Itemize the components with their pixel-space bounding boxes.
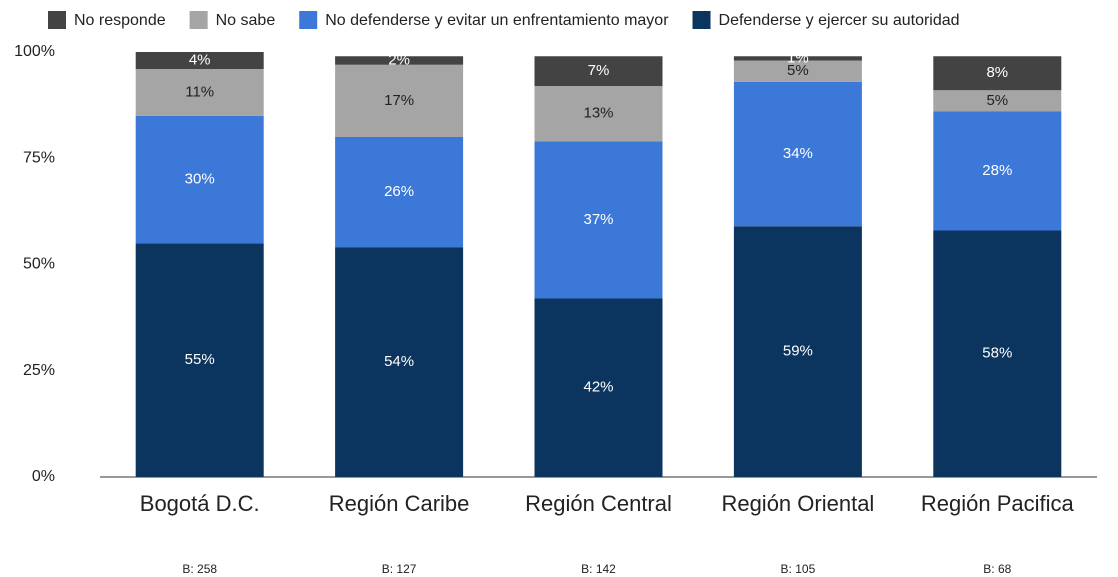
data-label: 5%	[787, 62, 809, 79]
legend-label: No defenderse y evitar un enfrentamiento…	[325, 12, 669, 29]
bar-segment	[534, 56, 663, 86]
data-label: 55%	[185, 351, 215, 368]
data-label: 4%	[189, 51, 211, 68]
bar-segment	[933, 230, 1062, 477]
data-label: 37%	[583, 211, 613, 228]
sample-size: B: 105	[781, 562, 816, 576]
legend-label: No sabe	[216, 12, 276, 29]
bar-segment	[733, 81, 862, 227]
x-tick-label: Región Central	[525, 491, 672, 516]
bar-segment	[135, 69, 264, 116]
x-tick-label: Región Pacifica	[921, 491, 1075, 516]
bar-segment	[335, 56, 464, 65]
data-label: 26%	[384, 183, 414, 200]
bar-segment	[933, 111, 1062, 231]
bar-segment	[335, 137, 464, 248]
data-label: 17%	[384, 92, 414, 109]
legend-swatch	[692, 11, 711, 29]
data-label: 42%	[583, 379, 613, 396]
bar-segment	[135, 115, 264, 244]
data-label: 28%	[982, 162, 1012, 179]
bar-segment	[933, 90, 1062, 112]
x-tick-label: Región Caribe	[329, 491, 470, 516]
bar-segment	[733, 56, 862, 61]
data-label: 13%	[583, 105, 613, 122]
bar-segment	[534, 86, 663, 142]
data-label: 59%	[783, 343, 813, 360]
bar-segment	[335, 247, 464, 477]
bar-segment	[135, 52, 264, 69]
legend-swatch	[189, 11, 208, 29]
sample-size: B: 127	[382, 562, 417, 576]
bar-segment	[335, 64, 464, 137]
bar-segment	[733, 226, 862, 477]
data-label: 2%	[388, 51, 410, 68]
data-label: 5%	[986, 92, 1008, 109]
data-label: 8%	[986, 64, 1008, 81]
sample-size: B: 142	[581, 562, 616, 576]
y-tick-label: 25%	[23, 362, 55, 379]
bar-segment	[135, 243, 264, 477]
y-tick-label: 0%	[32, 468, 55, 485]
bar-segment	[534, 141, 663, 299]
data-label: 54%	[384, 353, 414, 370]
sample-size: B: 258	[182, 562, 217, 576]
sample-size: B: 68	[983, 562, 1011, 576]
data-label: 30%	[185, 170, 215, 187]
data-label: 11%	[185, 83, 214, 100]
data-label: 34%	[783, 145, 813, 162]
y-tick-label: 50%	[23, 256, 55, 273]
legend-label: No responde	[74, 12, 166, 29]
bar-segment	[733, 60, 862, 82]
bar-segment	[933, 56, 1062, 91]
x-tick-label: Bogotá D.C.	[140, 491, 260, 516]
data-label: 1%	[787, 49, 809, 66]
legend-label: Defenderse y ejercer su autoridad	[719, 12, 960, 29]
x-tick-label: Región Oriental	[721, 491, 874, 516]
y-tick-label: 100%	[14, 43, 55, 60]
bar-segment	[534, 298, 663, 477]
legend-swatch	[48, 11, 66, 29]
y-tick-label: 75%	[23, 149, 55, 166]
legend-swatch	[299, 11, 318, 29]
data-label: 7%	[588, 62, 610, 79]
data-label: 58%	[982, 345, 1012, 362]
